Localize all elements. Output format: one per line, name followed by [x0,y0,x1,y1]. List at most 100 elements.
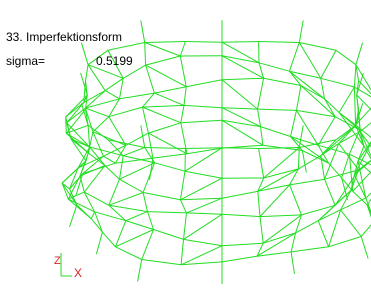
mesh-edge [258,78,264,109]
mesh-edge [342,154,350,178]
mesh-edge [184,105,222,107]
mesh-edge [115,247,141,260]
mesh-edge [120,78,124,99]
mesh-edge [143,193,180,200]
mesh-edge [180,200,186,213]
mesh-edge [336,50,356,64]
mesh-edge [318,221,328,247]
mesh-edge [185,148,222,149]
mesh-edge [143,107,149,133]
mesh-edge [318,117,335,146]
mesh-edge [93,117,109,132]
mesh-edge [289,43,299,72]
mesh-edge [141,21,145,43]
mesh-edge [302,151,306,173]
mesh-edge [222,145,263,148]
mesh-edge [145,43,146,66]
mesh-edge [143,193,147,212]
viewport: 33. Imperfektionsform sigma= 0.5199 Z X [0,0,371,295]
mesh-edge [90,132,93,147]
mesh-edge [181,120,222,123]
mesh-edge [102,232,115,247]
mesh-edge [361,237,368,259]
mesh-edge [361,221,371,237]
mesh-edge [103,156,115,163]
mesh-edge [154,93,184,105]
mesh-edge [181,239,183,264]
mesh-edge [180,178,222,200]
mesh-edge [145,43,181,57]
mesh-edge [180,42,185,57]
mesh-edge [155,163,185,171]
mesh-edge [222,78,264,80]
mesh-edge [96,232,102,254]
mesh-edge [148,133,187,154]
mesh-edge [222,42,259,43]
mesh-edge [259,42,300,43]
mesh-edge [260,217,263,244]
mesh-edge [123,148,145,156]
mesh-edge [91,219,102,232]
mesh-edge [222,56,264,78]
mesh-edge [126,212,148,221]
mesh-edge [321,50,336,78]
mesh-edge [291,110,297,136]
mesh-edge [290,179,325,185]
mesh-edge [62,168,78,183]
mesh-edge [339,87,354,113]
mesh-edge [154,87,186,93]
mesh-edge [261,127,263,146]
mesh-edge [360,117,371,132]
mesh-edge [297,110,319,145]
mesh-edge [329,163,342,178]
mesh-edge [298,148,299,169]
mesh-edge [88,65,105,91]
mesh-edge [148,123,180,133]
mesh-edge [184,239,223,245]
mesh-edge [180,171,185,200]
mesh-edge [81,43,88,65]
sigma-value: 0.5199 [96,54,133,68]
mesh-edge [120,93,155,99]
mesh-edge [187,198,223,213]
sigma-label: sigma= [6,54,45,68]
mesh-edge [142,260,181,265]
mesh-edge [185,42,222,43]
mesh-edge [95,212,103,232]
mesh-edge [180,56,186,87]
mesh-edge [297,86,301,111]
axis-x-label: X [74,266,82,280]
mesh-edge [321,78,355,87]
mesh-edge [222,80,258,109]
mesh-edge [138,260,142,282]
mesh-edge [80,176,84,192]
mesh-edge [105,91,119,99]
mesh-edge [108,140,145,148]
mesh-edge [109,117,126,146]
mesh-edge [259,63,289,71]
mesh-edge [146,56,181,65]
mesh-edge [291,252,294,274]
mesh-edge [67,103,84,123]
mesh-edge [222,108,258,109]
mesh-edge [222,191,258,198]
mesh-edge [259,149,264,179]
mesh-edge [291,247,329,252]
mesh-edge [184,213,187,240]
mesh-edge [258,109,297,110]
mesh-edge [258,191,260,216]
mesh-edge [260,215,302,217]
mesh-edge [181,123,187,154]
mesh-edge [358,139,371,161]
mesh-edge [184,87,186,106]
mesh-edge [148,212,154,230]
mesh-edge [354,87,355,125]
page: 33. Imperfektionsform sigma= 0.5199 Z X … [0,0,371,295]
mesh-edge [263,215,301,243]
mesh-edge [70,205,77,227]
mesh-edge [290,185,302,215]
mesh-edge [263,233,295,243]
mesh-edge [222,256,257,262]
mesh-edge [222,243,263,246]
mesh-edge [299,43,336,51]
